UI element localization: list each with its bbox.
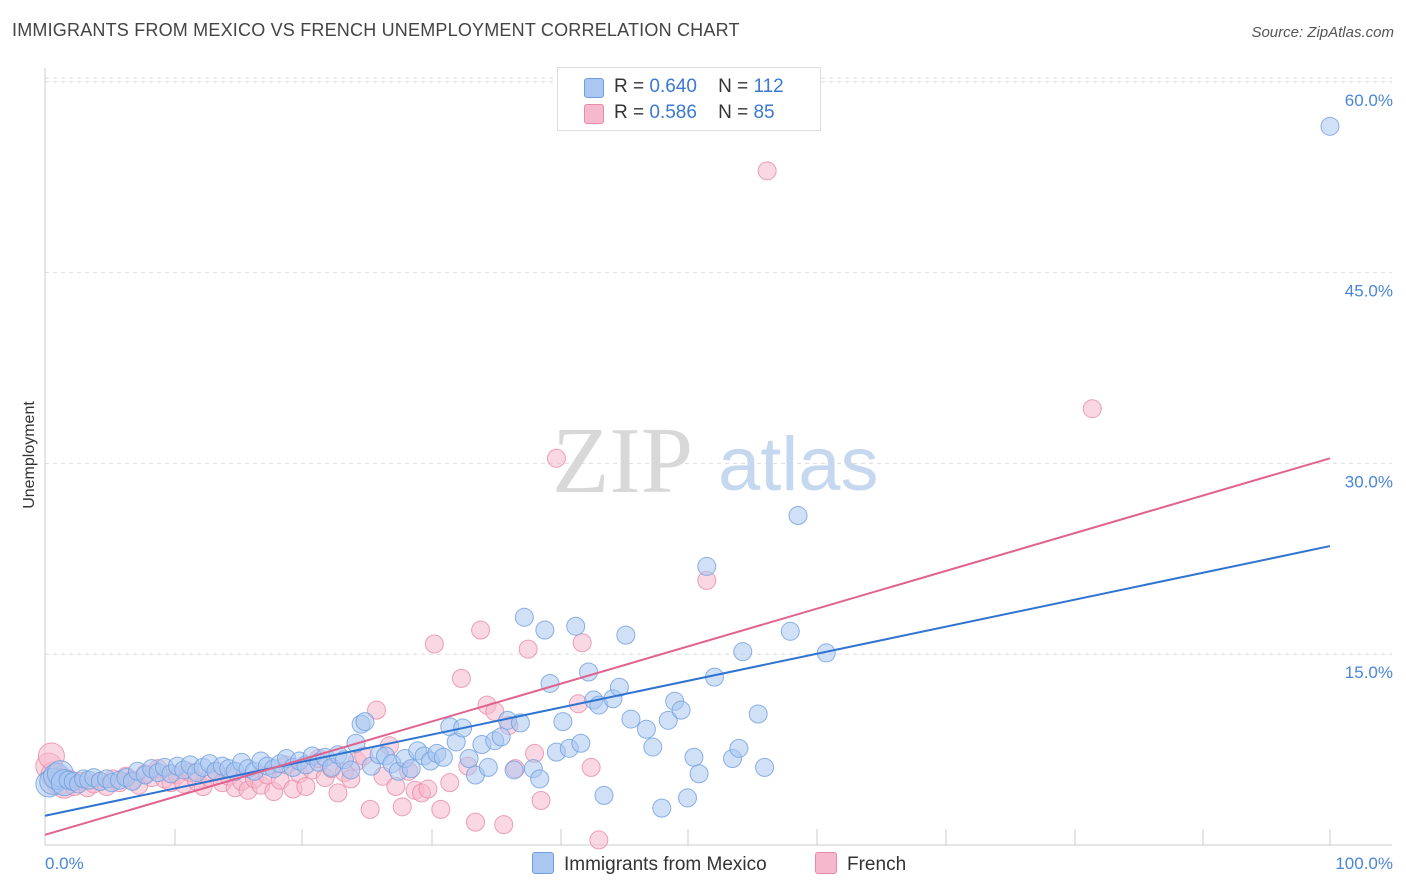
mexico-points — [35, 116, 1340, 818]
x-tick-label: 100.0% — [1335, 854, 1393, 873]
mexico-point-53 — [355, 712, 375, 732]
legend-r-value: 0.640 — [649, 76, 697, 97]
mexico-point-105 — [697, 556, 717, 576]
french-point-76 — [546, 448, 566, 468]
french-point-56 — [392, 797, 412, 817]
french-trend-line — [44, 457, 1331, 836]
legend-r-value: 0.586 — [649, 102, 697, 123]
mexico-point-69 — [459, 749, 479, 769]
mexico-point-50 — [341, 760, 361, 780]
french-point-61 — [424, 634, 444, 654]
y-tick-label: 45.0% — [1345, 282, 1393, 301]
french-point-46 — [328, 783, 348, 803]
mexico-point-80 — [530, 769, 550, 789]
bottom-legend-label-french: French — [847, 854, 907, 875]
french-point-82 — [757, 161, 777, 181]
french-point-52 — [367, 700, 387, 720]
x-tick-label: 0.0% — [45, 854, 84, 873]
legend-swatch-mexico — [584, 78, 604, 98]
mexico-point-95 — [621, 709, 641, 729]
mexico-point-93 — [609, 677, 629, 697]
mexico-point-81 — [535, 620, 555, 640]
french-point-63 — [440, 773, 460, 793]
mexico-point-77 — [510, 713, 530, 733]
french-point-78 — [572, 633, 592, 653]
mexico-point-82 — [540, 673, 560, 693]
bottom-legend-swatch-french — [815, 852, 837, 874]
mexico-point-74 — [491, 727, 511, 747]
mexico-point-86 — [566, 616, 586, 636]
mexico-trend-line — [44, 545, 1331, 817]
mexico-point-76 — [504, 760, 524, 780]
watermark-atlas: atlas — [718, 422, 879, 507]
legend-n-label: N = — [718, 102, 749, 123]
french-point-70 — [494, 815, 514, 835]
mexico-point-115 — [1320, 116, 1340, 136]
watermark-zip: ZIP — [552, 409, 693, 513]
watermark: ZIP atlas — [552, 409, 879, 513]
french-point-73 — [518, 639, 538, 659]
axes — [44, 68, 1392, 846]
mexico-point-97 — [643, 737, 663, 757]
mexico-point-110 — [748, 704, 768, 724]
mexico-point-108 — [729, 738, 749, 758]
french-point-62 — [431, 799, 451, 819]
legend-swatch-french — [584, 104, 604, 124]
y-tick-label: 15.0% — [1345, 663, 1393, 682]
mexico-point-87 — [571, 733, 591, 753]
mexico-point-112 — [780, 621, 800, 641]
mexico-point-101 — [671, 700, 691, 720]
bottom-legend-label-mexico: Immigrants from Mexico — [564, 854, 767, 875]
french-point-67 — [471, 620, 491, 640]
french-point-66 — [465, 812, 485, 832]
y-tick-label: 30.0% — [1345, 472, 1393, 491]
mexico-point-109 — [733, 642, 753, 662]
trend-lines — [44, 457, 1331, 836]
bottom-legend-french: French — [815, 852, 906, 876]
french-point-64 — [451, 668, 471, 688]
bottom-legend-mexico: Immigrants from Mexico — [532, 852, 767, 876]
french-point-41 — [296, 776, 316, 796]
mexico-point-65 — [433, 747, 453, 767]
mexico-point-104 — [689, 764, 709, 784]
mexico-point-103 — [684, 747, 704, 767]
mexico-point-72 — [478, 757, 498, 777]
correlation-legend: R = 0.640 N = 112 R = 0.586 N = 85 — [557, 67, 821, 131]
mexico-point-113 — [788, 506, 808, 526]
grid-lines — [45, 77, 1392, 655]
mexico-point-78 — [514, 607, 534, 627]
mexico-point-84 — [553, 712, 573, 732]
chart-source: Source: ZipAtlas.com — [1251, 24, 1394, 41]
chart-title: IMMIGRANTS FROM MEXICO VS FRENCH UNEMPLO… — [12, 20, 740, 40]
y-tick-label: 60.0% — [1345, 91, 1393, 110]
legend-n-value: 112 — [753, 76, 784, 97]
mexico-point-111 — [755, 757, 775, 777]
legend-r-label: R = — [614, 102, 645, 123]
y-axis-label: Unemployment — [21, 401, 38, 509]
legend-r-label: R = — [614, 76, 645, 97]
tick-labels: 15.0% 30.0% 45.0% 60.0% 0.0% 100.0% — [45, 91, 1393, 873]
french-point-80 — [589, 830, 609, 850]
legend-n-value: 85 — [753, 102, 775, 123]
mexico-point-102 — [678, 788, 697, 808]
mexico-point-94 — [616, 625, 636, 645]
mexico-point-96 — [636, 719, 656, 739]
mexico-point-60 — [401, 759, 421, 779]
mexico-point-91 — [594, 785, 614, 805]
french-point-75 — [531, 790, 551, 810]
french-point-60 — [418, 779, 438, 799]
french-point-83 — [1082, 399, 1102, 419]
french-point-79 — [581, 757, 601, 777]
mexico-point-98 — [652, 798, 672, 818]
mexico-point-99 — [658, 710, 678, 730]
french-point-51 — [360, 799, 380, 819]
bottom-legend-swatch-mexico — [532, 852, 554, 874]
legend-n-label: N = — [718, 76, 749, 97]
